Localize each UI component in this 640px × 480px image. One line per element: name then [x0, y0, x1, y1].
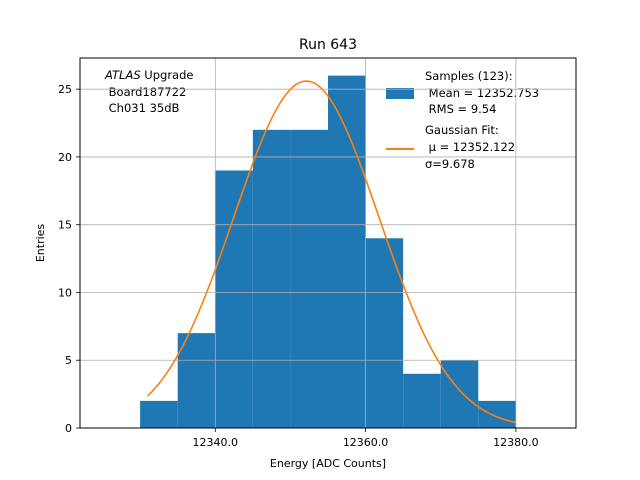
- annotation-line-1: ATLAS Upgrade: [104, 68, 193, 82]
- annotation-atlas: ATLAS: [104, 68, 141, 82]
- histogram-bar: [290, 129, 328, 429]
- y-tick-label: 0: [65, 422, 72, 435]
- axis-ticks: 12340.0 12360.0 12380.0 0 5 10 15 20 25: [58, 83, 539, 449]
- x-axis-label: Energy [ADC Counts]: [270, 457, 386, 470]
- histogram-bars: [140, 75, 516, 429]
- plot-frame: [79, 57, 577, 429]
- histogram-bar: [328, 75, 366, 428]
- legend-samples-swatch: [386, 88, 414, 99]
- gaussian-fit-curve: [147, 80, 517, 424]
- legend-samples-title: Samples (123):: [425, 69, 513, 83]
- x-tick-label: 12340.0: [193, 436, 239, 449]
- histogram-bar: [215, 170, 253, 428]
- y-tick-label: 5: [65, 354, 72, 367]
- annotation-line-3: Ch031 35dB: [105, 101, 180, 115]
- annotation-upgrade: Upgrade: [141, 68, 194, 82]
- y-tick-label: 10: [58, 286, 72, 299]
- y-tick-label: 15: [58, 219, 72, 232]
- gaussian-fit-layer: [147, 80, 517, 424]
- y-tick-label: 25: [58, 83, 72, 96]
- histogram-bar: [252, 129, 291, 429]
- legend-fit-title: Gaussian Fit:: [425, 123, 499, 137]
- x-tick-label: 12380.0: [493, 436, 539, 449]
- histogram-bar: [177, 333, 216, 428]
- legend-samples-rms: RMS = 9.54: [425, 102, 496, 116]
- y-axis-label: Entries: [34, 224, 47, 263]
- histogram-bar: [440, 360, 479, 428]
- histogram-bar: [140, 400, 178, 428]
- legend-fit-mu: μ = 12352.122: [425, 140, 515, 154]
- x-tick-label: 12360.0: [343, 436, 389, 449]
- histogram-bar: [478, 400, 516, 428]
- y-tick-label: 20: [58, 151, 72, 164]
- run-annotation: ATLAS Upgrade Board187722 Ch031 35dB: [104, 68, 193, 115]
- annotation-line-2: Board187722: [105, 85, 186, 99]
- histogram-bar: [365, 238, 404, 428]
- histogram-bar: [403, 373, 441, 428]
- legend-samples-mean: Mean = 12352.753: [425, 86, 539, 100]
- chart-title: Run 643: [299, 37, 357, 53]
- legend-fit-sigma: σ=9.678: [425, 157, 475, 171]
